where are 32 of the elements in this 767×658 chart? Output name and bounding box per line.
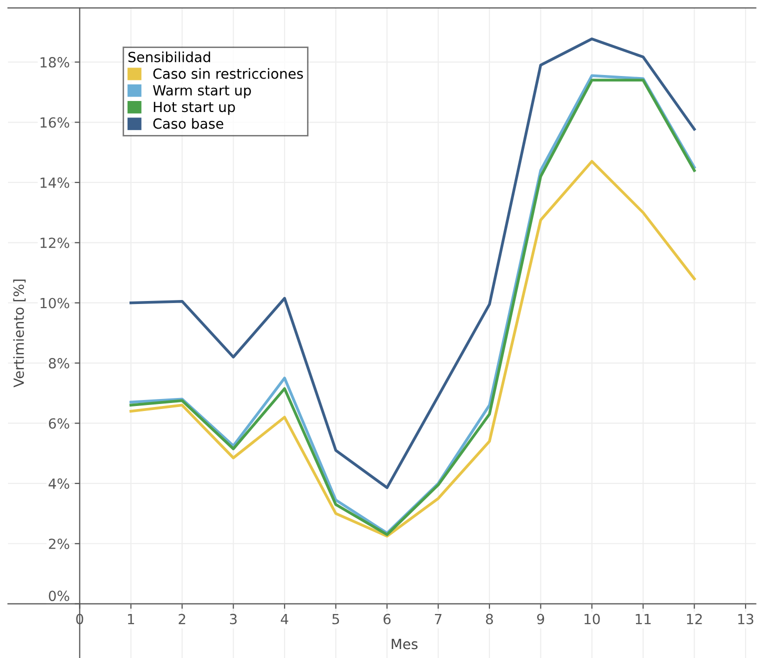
y-axis-title: Vertimiento [%] — [13, 280, 26, 388]
y-tick-label: 6% — [48, 418, 70, 429]
y-tick-label: 12% — [40, 238, 70, 248]
x-tick-label: 6 — [384, 614, 391, 624]
x-tick-label: 9 — [537, 614, 544, 624]
x-tick-label: 13 — [738, 614, 754, 624]
y-tick-label: 8% — [48, 358, 70, 369]
x-tick-label: 3 — [230, 614, 237, 624]
y-tick-label: 18% — [40, 57, 70, 68]
legend-label: Caso sin restricciones — [153, 68, 303, 79]
y-tick-label: 2% — [48, 538, 70, 550]
y-tick-label: 4% — [48, 478, 70, 489]
legend-label: Hot start up — [154, 102, 235, 115]
y-tick-label: 16% — [40, 117, 70, 128]
x-axis-title: Mes — [392, 638, 418, 650]
y-tick-label: 0% — [48, 590, 70, 602]
x-tick-label: 12 — [687, 614, 702, 624]
y-tick-label: 10% — [40, 298, 70, 308]
legend-label: Warm start up — [152, 85, 251, 98]
x-tick-label: 11 — [636, 614, 651, 624]
y-tick-label: 14% — [40, 177, 70, 188]
x-tick-label: 10 — [584, 614, 600, 624]
x-tick-label: 2 — [178, 614, 186, 624]
legend-title: Sensibilidad — [128, 52, 210, 62]
x-tick-label: 8 — [486, 614, 493, 624]
legend-label: Caso base — [153, 118, 224, 129]
line-series — [130, 38, 696, 490]
x-tick-label: 1 — [128, 614, 134, 624]
x-tick-label: 4 — [280, 614, 288, 624]
x-tick-label: 5 — [332, 614, 339, 624]
line-series — [130, 160, 696, 538]
x-tick-label: 7 — [434, 614, 442, 624]
